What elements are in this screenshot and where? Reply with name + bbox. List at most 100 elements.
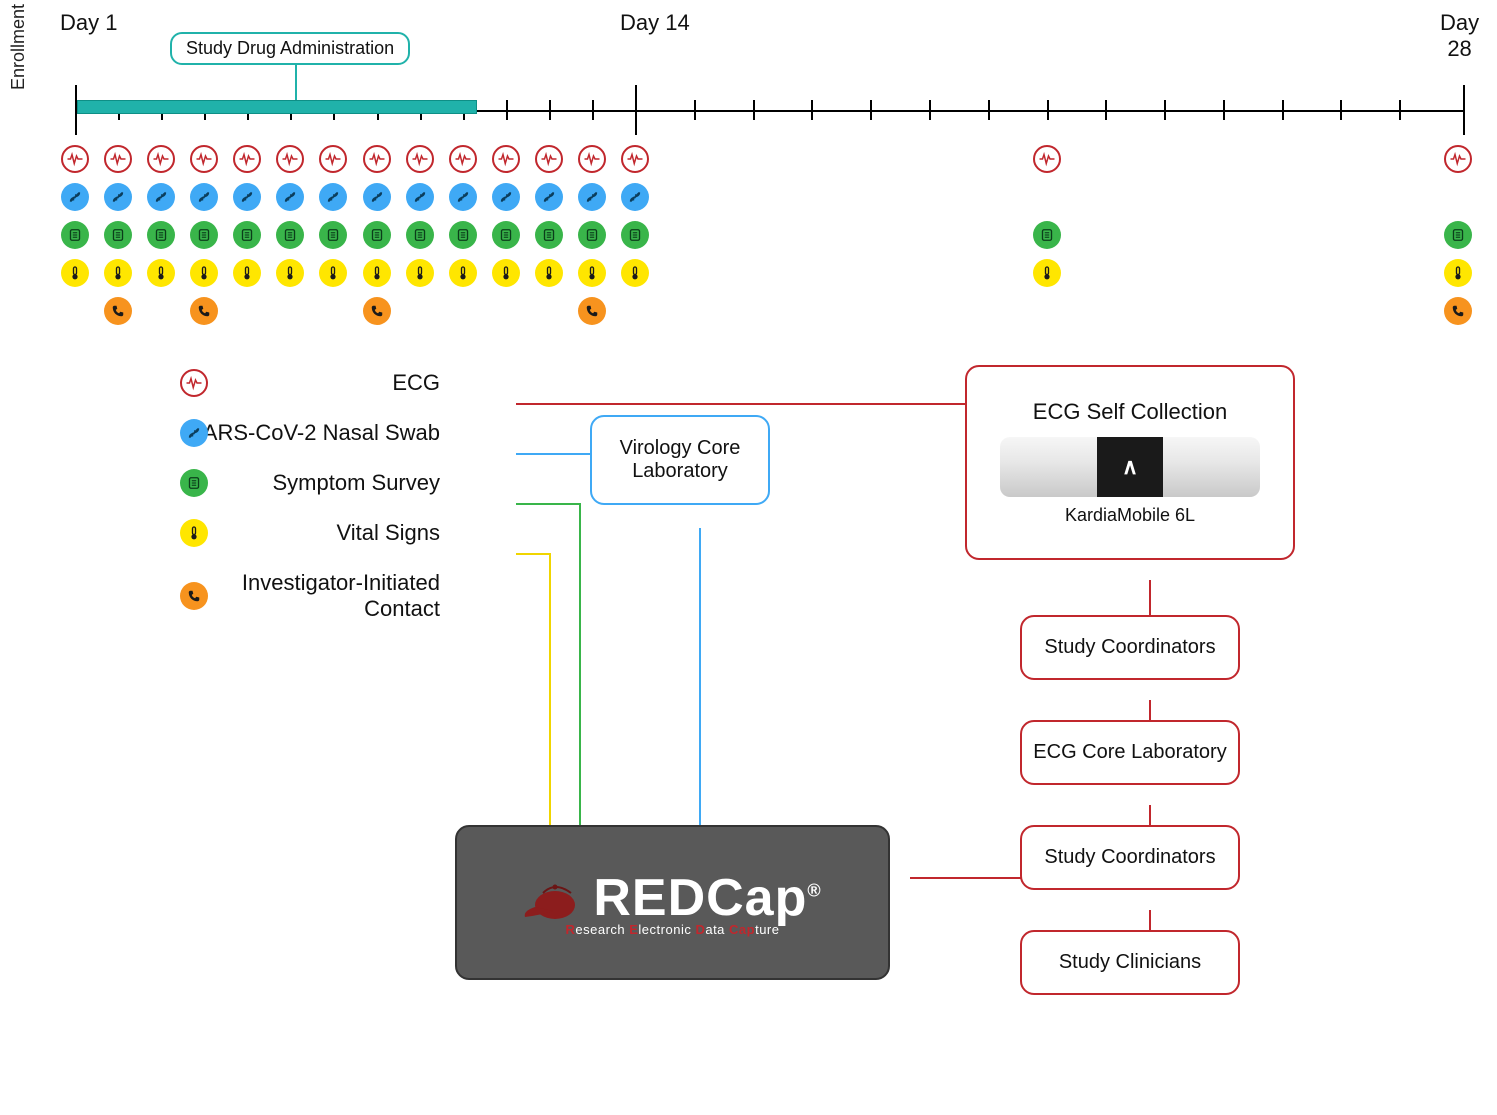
ecg-icon (363, 145, 391, 173)
vital-icon (104, 259, 132, 287)
redcap-box: REDCap® Research Electronic Data Capture (455, 825, 890, 980)
ecg-icon (190, 145, 218, 173)
ecg-icon (578, 145, 606, 173)
vital-icon (449, 259, 477, 287)
contact-icon (363, 297, 391, 325)
legend-ecg: ECG (180, 370, 440, 396)
swab-icon (406, 183, 434, 211)
ecg-icon (535, 145, 563, 173)
symptom-icon (319, 221, 347, 249)
study-clinicians-box: Study Clinicians (1020, 930, 1240, 995)
vital-icon (578, 259, 606, 287)
legend-vital: Vital Signs (180, 520, 440, 546)
ecg-self-collection-box: ECG Self Collection ∧ KardiaMobile 6L (965, 365, 1295, 560)
symptom-icon (233, 221, 261, 249)
contact-icon (190, 297, 218, 325)
day-14-label: Day 14 (620, 10, 690, 36)
symptom-icon (449, 221, 477, 249)
swab-icon (276, 183, 304, 211)
tick-minor (1105, 100, 1107, 120)
day-28-label: Day 28 (1440, 10, 1479, 62)
vital-icon (406, 259, 434, 287)
legend-contact: Investigator-Initiated Contact (180, 570, 440, 622)
symptom-icon (104, 221, 132, 249)
swab-icon (449, 183, 477, 211)
ecg-icon (319, 145, 347, 173)
contact-icon (104, 297, 132, 325)
symptom-icon (190, 221, 218, 249)
enrollment-label: Enrollment (8, 4, 29, 90)
vital-icon (535, 259, 563, 287)
vital-icon (1444, 259, 1472, 287)
day-1-label: Day 1 (60, 10, 117, 36)
tick-minor (988, 100, 990, 120)
ecg-icon (1033, 145, 1061, 173)
contact-icon (578, 297, 606, 325)
swab-icon (147, 183, 175, 211)
symptom-icon (61, 221, 89, 249)
virology-box: Virology Core Laboratory (590, 415, 770, 505)
vital-icon (147, 259, 175, 287)
ecg-icon (104, 145, 132, 173)
vital-icon (233, 259, 261, 287)
ecg-icon (492, 145, 520, 173)
symptom-icon (363, 221, 391, 249)
tick-minor (870, 100, 872, 120)
vital-icon (180, 519, 208, 547)
study-coordinators-2-box: Study Coordinators (1020, 825, 1240, 890)
legend-symptom: Symptom Survey (180, 470, 440, 496)
tick-minor (811, 100, 813, 120)
symptom-icon (621, 221, 649, 249)
kardia-device: ∧ (1000, 437, 1260, 497)
tick-minor (1164, 100, 1166, 120)
tick-day28 (1463, 85, 1465, 135)
vital-icon (276, 259, 304, 287)
tick-minor (1399, 100, 1401, 120)
swab-icon (363, 183, 391, 211)
symptom-icon (406, 221, 434, 249)
vital-icon (190, 259, 218, 287)
vital-icon (621, 259, 649, 287)
contact-icon (1444, 297, 1472, 325)
tick-minor (1223, 100, 1225, 120)
swab-icon (535, 183, 563, 211)
vital-icon (319, 259, 347, 287)
legend-swab: SARS-CoV-2 Nasal Swab (180, 420, 440, 446)
swab-icon (190, 183, 218, 211)
vital-icon (1033, 259, 1061, 287)
symptom-icon (1444, 221, 1472, 249)
tick-minor (1282, 100, 1284, 120)
redcap-subtitle: Research Electronic Data Capture (565, 922, 779, 937)
tick-day14 (635, 85, 637, 135)
vital-icon (363, 259, 391, 287)
swab-icon (104, 183, 132, 211)
drug-fill-bar (77, 100, 477, 114)
redcap-hat-icon (523, 873, 593, 923)
ecg-icon (180, 369, 208, 397)
ecg-icon (1444, 145, 1472, 173)
ecg-icon (61, 145, 89, 173)
contact-icon (180, 582, 208, 610)
swab-icon (180, 419, 208, 447)
vital-icon (492, 259, 520, 287)
tick-minor (753, 100, 755, 120)
drug-admin-box: Study Drug Administration (170, 32, 410, 65)
ecg-icon (147, 145, 175, 173)
tick-minor (549, 100, 551, 120)
symptom-icon (147, 221, 175, 249)
tick-minor (1340, 100, 1342, 120)
drug-connector (295, 64, 297, 100)
tick-minor (929, 100, 931, 120)
ecg-icon (621, 145, 649, 173)
ecg-icon (449, 145, 477, 173)
symptom-icon (578, 221, 606, 249)
swab-icon (319, 183, 347, 211)
symptom-icon (492, 221, 520, 249)
ecg-icon (406, 145, 434, 173)
swab-icon (61, 183, 89, 211)
symptom-icon (535, 221, 563, 249)
ecg-core-lab-box: ECG Core Laboratory (1020, 720, 1240, 785)
study-coordinators-1-box: Study Coordinators (1020, 615, 1240, 680)
tick-minor (506, 100, 508, 120)
symptom-icon (180, 469, 208, 497)
